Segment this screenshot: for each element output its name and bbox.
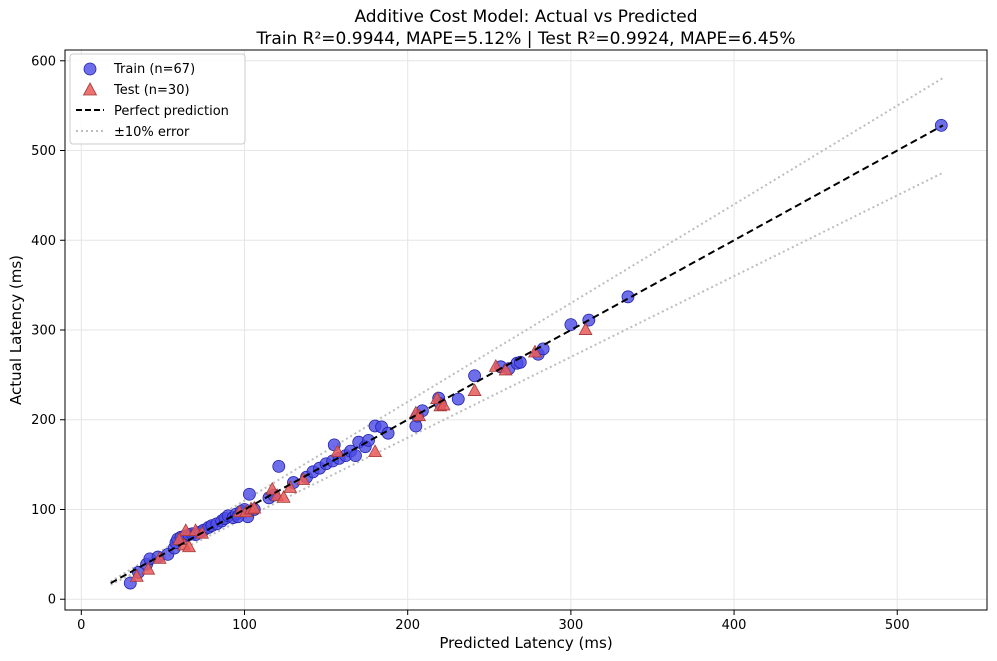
legend-perfect-label: Perfect prediction [114,104,229,119]
axes: 0 100 200 300 400 500 0 100 200 300 400 500 600 [31,49,988,633]
chart-title: Additive Cost Model: Actual vs Predicted [354,7,697,27]
test-point-0 [129,568,144,582]
legend-train-label: Train (n=67) [113,62,195,77]
data-points [123,118,948,590]
legend-error-label: ±10% error [114,125,190,140]
upper-error-line [110,77,944,583]
x-tick-label-5: 500 [885,618,910,633]
train-point-54 [451,392,465,406]
test-point-24 [467,383,482,396]
x-tick-label-0: 0 [77,618,85,633]
y-tick-label-1: 100 [31,503,56,518]
test-point-2 [152,551,167,564]
test-point-23 [436,397,451,411]
train-point-31 [272,460,286,473]
y-tick-label-6: 600 [31,54,56,69]
perfect-line [110,124,944,584]
legend: Train (n=67) Test (n=30) Perfect predict… [69,53,246,145]
y-axis-label: Actual Latency (ms) [7,255,25,405]
x-tick-label-4: 400 [722,618,747,633]
train-point-55 [468,369,481,383]
test-point-5 [182,539,196,553]
x-tick-label-2: 200 [395,618,420,633]
train-point-42 [349,449,362,463]
test-point-14 [276,489,291,503]
y-tick-label-3: 300 [31,324,56,339]
x-axis-label: Predicted Latency (ms) [439,634,612,652]
y-tick-label-5: 500 [31,144,56,159]
legend-test-label: Test (n=30) [113,83,190,98]
train-point-27 [242,487,256,501]
y-tick-label-2: 200 [31,413,56,428]
test-point-26 [498,362,513,376]
test-point-28 [578,322,593,335]
x-tick-label-1: 100 [232,618,257,633]
chart-subtitle: Train R²=0.9944, MAPE=5.12% | Test R²=0.… [255,29,795,49]
test-point-18 [368,444,383,458]
perfect-prediction-line [110,124,944,584]
x-tick-label-3: 300 [558,618,583,633]
error-band-lines [110,77,944,586]
test-point-1 [141,561,156,575]
test-point-16 [296,472,311,485]
test-point-11 [247,500,262,514]
legend-train-marker [83,62,97,76]
test-point-17 [330,444,345,458]
y-tick-label-0: 0 [48,593,56,608]
test-point-20 [412,408,427,422]
legend-test-marker [82,82,98,96]
test-point-4 [178,523,193,536]
y-tick-label-4: 400 [31,234,56,249]
test-point-27 [528,344,542,358]
legend-box [69,53,246,145]
